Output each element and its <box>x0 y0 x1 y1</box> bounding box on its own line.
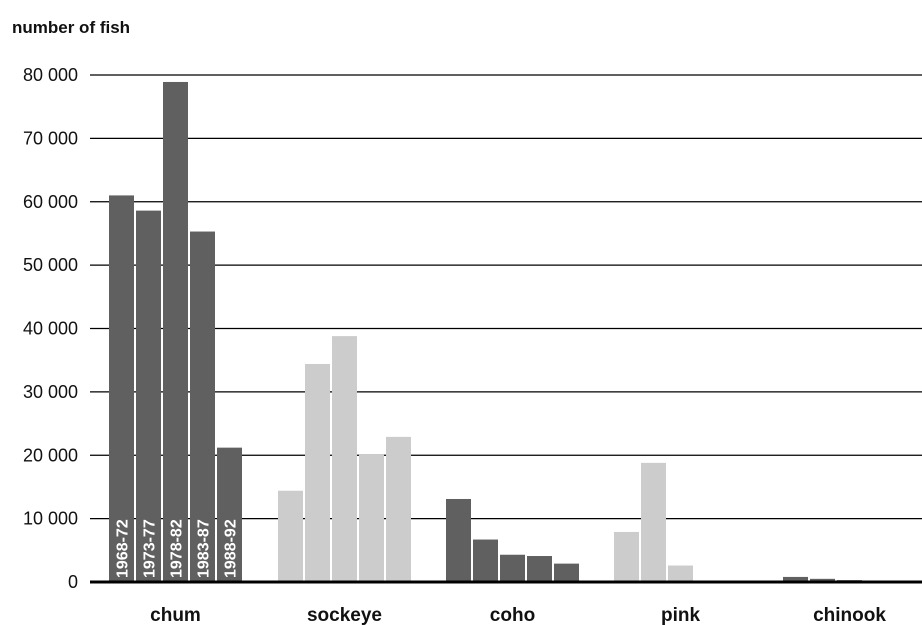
bar-chinook-1973-77 <box>810 578 835 582</box>
y-axis-title: number of fish <box>12 18 130 37</box>
bar-coho-1968-72 <box>446 498 471 582</box>
bar-chum-1988-92 <box>217 447 242 582</box>
bar-pink-1968-72 <box>614 531 639 582</box>
bar-chinook-1968-72 <box>783 576 808 582</box>
bar-sockeye-1988-92 <box>386 436 411 582</box>
period-labels: 1968-72 1973-77 1978-82 1983-87 1988-92 <box>115 519 240 578</box>
period-label-1988-92: 1988-92 <box>223 519 240 578</box>
y-tick-labels: 0 10 000 20 000 30 000 40 000 50 000 60 000 70 … <box>23 65 78 592</box>
y-tick-label: 60 000 <box>23 192 78 212</box>
y-tick-label: 70 000 <box>23 128 78 148</box>
period-label-1973-77: 1973-77 <box>142 519 159 578</box>
bar-coho-1983-87 <box>527 556 552 582</box>
category-label-chum: chum <box>150 605 201 625</box>
category-label-pink: pink <box>661 605 700 625</box>
category-labels: chum sockeye coho pink chinook <box>150 605 886 625</box>
bar-coho-1978-82 <box>500 554 525 582</box>
bar-chum-1968-72 <box>109 195 134 582</box>
y-tick-label: 40 000 <box>23 319 78 339</box>
y-tick-label: 0 <box>68 572 78 592</box>
category-label-chinook: chinook <box>813 605 886 625</box>
y-tick-label: 10 000 <box>23 509 78 529</box>
y-tick-label: 30 000 <box>23 382 78 402</box>
bar-chum-1973-77 <box>136 210 161 582</box>
bar-sockeye-1978-82 <box>332 336 357 582</box>
category-label-sockeye: sockeye <box>307 605 382 625</box>
bar-pink-1973-77 <box>641 462 666 582</box>
period-label-1983-87: 1983-87 <box>196 519 213 578</box>
category-label-coho: coho <box>490 605 535 625</box>
period-label-1978-82: 1978-82 <box>169 519 186 578</box>
y-tick-label: 50 000 <box>23 255 78 275</box>
bar-chum-1983-87 <box>190 231 215 582</box>
bar-pink-1978-82 <box>668 565 693 582</box>
bars <box>109 81 916 582</box>
bar-sockeye-1983-87 <box>359 453 384 582</box>
bar-coho-1973-77 <box>473 539 498 582</box>
period-label-1968-72: 1968-72 <box>115 519 132 578</box>
bar-sockeye-1973-77 <box>305 363 330 582</box>
bar-chum-1978-82 <box>163 81 188 582</box>
y-tick-label: 20 000 <box>23 445 78 465</box>
bar-coho-1988-92 <box>554 563 579 582</box>
y-tick-label: 80 000 <box>23 65 78 85</box>
bar-sockeye-1968-72 <box>278 490 303 582</box>
